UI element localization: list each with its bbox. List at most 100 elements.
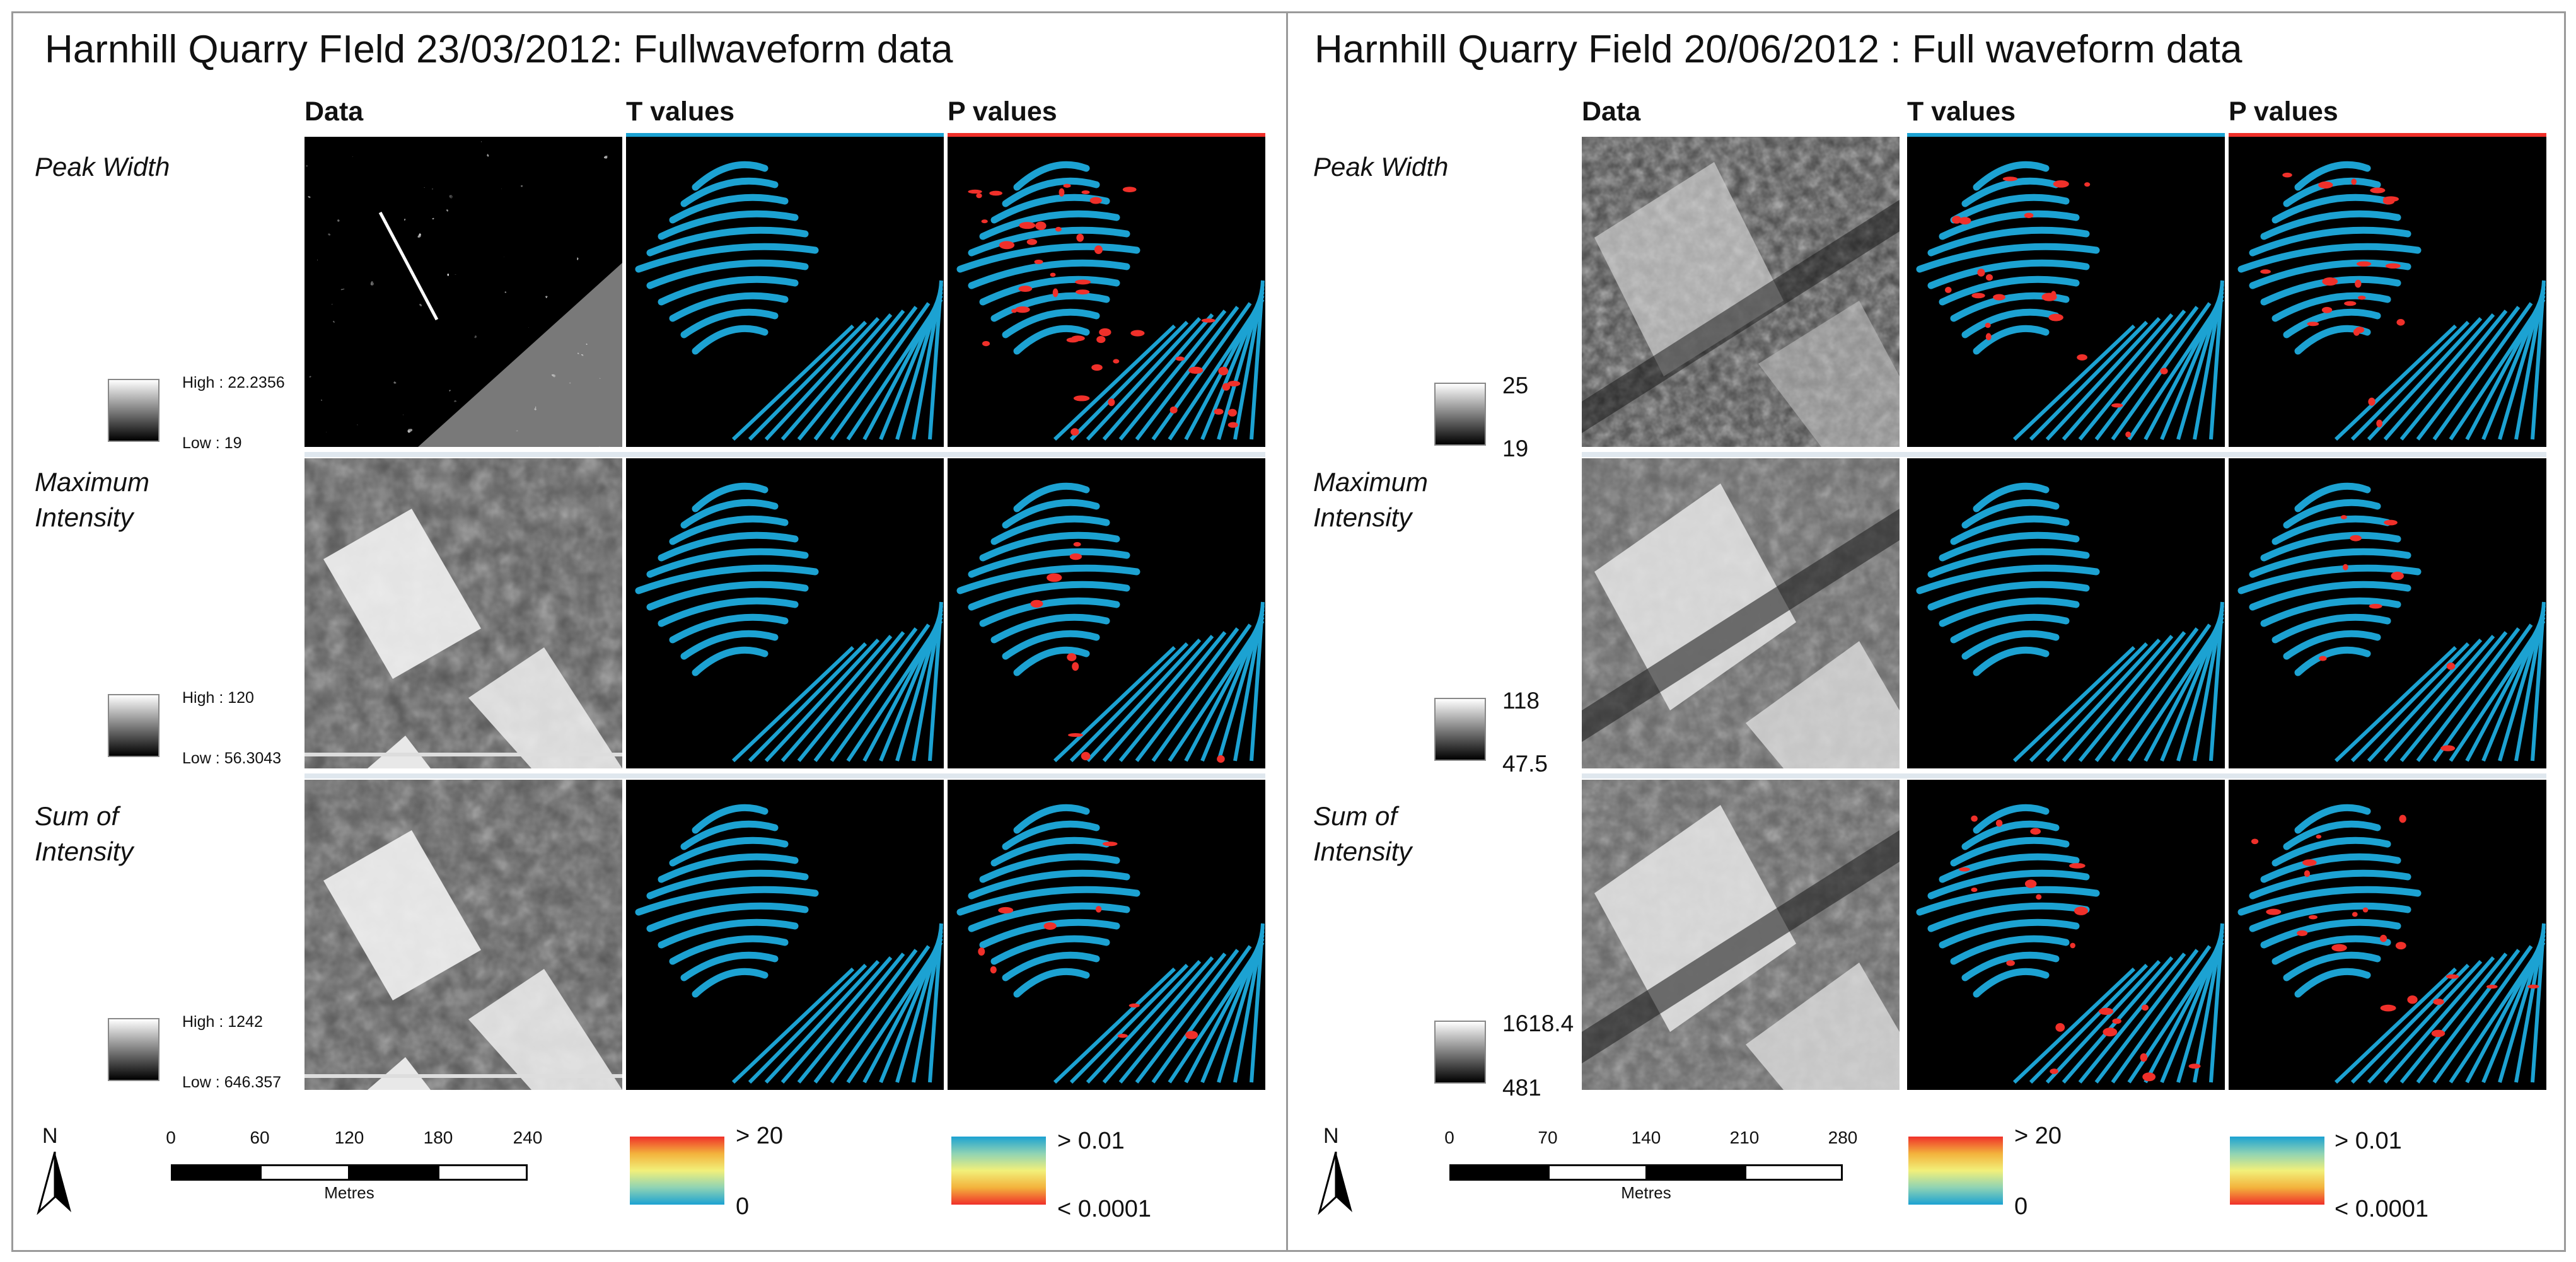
field-stripe [2045, 959, 2161, 1084]
p-legend-bottom: < 0.0001 [2335, 1196, 2428, 1222]
column-header-p-values: P values [2229, 96, 2338, 127]
field-stripe [2078, 631, 2186, 762]
field-stripe [2209, 280, 2224, 440]
scale-unit: Metres [324, 1183, 374, 1202]
field-stripe [1939, 531, 2080, 562]
field-stripe [2283, 499, 2381, 529]
significance-patch [2053, 180, 2069, 188]
field-stripe [669, 515, 789, 545]
significance-patch [2140, 1053, 2148, 1062]
field-stripe [2176, 930, 2224, 1083]
field-stripe [2012, 645, 2136, 763]
significance-patch [1227, 380, 1241, 387]
grey-legend-high: High : 120 [182, 689, 254, 707]
field-stripe [2383, 956, 2495, 1084]
significance-patch [1018, 286, 1033, 292]
field-stripe [1961, 951, 2060, 981]
field-stripe [1916, 886, 2100, 916]
field-stripe [1973, 325, 2050, 355]
field-stripe [2294, 646, 2371, 676]
field-stripe [2514, 927, 2546, 1083]
column-header-p-values: P values [948, 96, 1057, 127]
significance-patch [1035, 221, 1047, 230]
significance-patch [1217, 755, 1225, 763]
significance-patch [2160, 368, 2168, 374]
p-legend-top: > 0.01 [1057, 1128, 1125, 1154]
field-stripe [2260, 531, 2401, 562]
field-stripe [646, 581, 809, 611]
field-stripe [797, 952, 905, 1084]
field-stripe [2271, 613, 2391, 644]
map-tile-sum-of-intensity-t-values [1907, 780, 2225, 1090]
scale-tick: 70 [1538, 1128, 1558, 1147]
grey-legend-low: 481 [1502, 1075, 1541, 1101]
significance-patch [2111, 403, 2123, 408]
field-stripe [669, 613, 789, 644]
field-stripe [1916, 243, 2100, 273]
field-stripe [990, 935, 1110, 965]
significance-patch [2024, 879, 2037, 888]
row-separator [305, 452, 1265, 457]
significance-patch [1128, 1003, 1140, 1008]
field-stripe [2283, 820, 2381, 850]
significance-patch [2379, 934, 2387, 942]
field-stripe [658, 918, 799, 949]
significance-patch [1047, 573, 1062, 582]
map-tile-sum-of-intensity-p-values [2229, 780, 2546, 1090]
field-stripe [1927, 581, 2090, 611]
field-stripe [979, 597, 1120, 627]
map-tile-sum-of-intensity-data [1582, 780, 1900, 1090]
field-stripe [2350, 963, 2470, 1084]
significance-patch [2266, 908, 2282, 915]
significance-patch [2099, 1007, 2114, 1015]
significance-patch [1094, 245, 1103, 255]
field-stripe [1053, 645, 1176, 763]
map-tile-peak-width-data [1582, 137, 1900, 447]
map-tile-maximum-intensity-p-values [948, 458, 1265, 768]
significance-patch [1995, 819, 2003, 827]
significance-patch [1130, 330, 1145, 337]
significance-patch [1117, 1033, 1128, 1038]
row-separator [1582, 773, 2546, 779]
field-stripe [2283, 308, 2381, 339]
field-stripe [2498, 609, 2546, 761]
field-stripe [1973, 646, 2050, 676]
field-stripe [669, 837, 789, 867]
scale-tick: 0 [1444, 1128, 1454, 1147]
p-legend-top: > 0.01 [2335, 1128, 2402, 1154]
significance-patch [2446, 663, 2456, 670]
field-stripe [2294, 804, 2371, 834]
significance-patch [1227, 422, 1238, 428]
scale-tick: 60 [250, 1128, 270, 1147]
significance-patch [1076, 233, 1084, 242]
significance-patch [2316, 835, 2322, 839]
field-stripe [1013, 646, 1090, 676]
field-stripe [968, 902, 1130, 932]
field-stripe [2367, 638, 2483, 763]
significance-patch [1175, 356, 1185, 361]
field-stripe [2531, 923, 2546, 1083]
significance-patch [2077, 354, 2087, 361]
scale-tick: 140 [1631, 1128, 1661, 1147]
field-stripe [979, 210, 1120, 240]
field-stripe [658, 597, 799, 627]
significance-patch [2486, 985, 2498, 989]
field-stripe [1013, 161, 1090, 191]
field-stripe [1927, 548, 2090, 578]
field-stripe [2350, 320, 2470, 441]
field-stripe [731, 324, 855, 441]
significance-patch [2384, 519, 2398, 526]
significance-patch [2355, 327, 2365, 333]
field-stripe [635, 886, 819, 916]
significance-patch [2440, 745, 2456, 751]
field-stripe [646, 548, 809, 578]
significance-patch [1067, 732, 1083, 738]
field-stripe [1961, 820, 2060, 850]
grey-legend-swatch [1434, 383, 1486, 446]
significance-patch [1985, 322, 1991, 328]
scale-tick: 180 [423, 1128, 453, 1147]
field-stripe [764, 316, 880, 441]
map-tile-peak-width-data [305, 137, 622, 447]
significance-patch [1113, 359, 1120, 364]
field-stripe [680, 308, 779, 339]
